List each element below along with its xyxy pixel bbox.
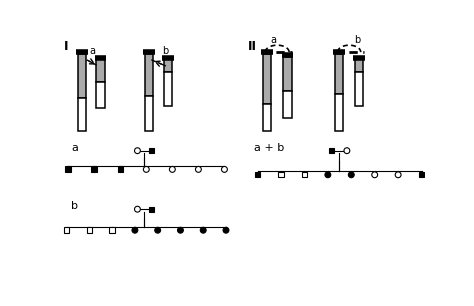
Text: a: a [271,35,277,45]
Circle shape [201,227,206,233]
Bar [96,58,105,82]
Bar [145,54,153,96]
Circle shape [143,166,149,172]
Bar [302,172,307,177]
Bar [109,227,115,233]
Circle shape [178,227,183,233]
Bar [255,172,260,177]
Circle shape [135,148,140,154]
Circle shape [132,227,138,233]
Bar [118,166,123,172]
Bar [64,227,69,233]
Bar [65,166,71,172]
Bar [355,72,364,106]
Text: II: II [248,40,257,53]
Circle shape [155,227,161,233]
Bar [149,148,154,153]
Bar [164,72,173,106]
Circle shape [135,206,140,212]
Circle shape [169,166,175,172]
Circle shape [372,172,378,178]
Bar [263,104,271,131]
Bar [283,57,292,91]
Bar [149,207,154,212]
Bar [164,58,173,72]
Bar [329,148,334,153]
Bar [335,95,343,131]
Bar [91,166,97,172]
Bar [335,54,343,95]
Text: b: b [354,35,360,45]
Circle shape [223,227,229,233]
Bar [78,98,86,131]
Circle shape [221,166,228,172]
Circle shape [195,166,201,172]
Bar [145,96,153,131]
Bar [87,227,92,233]
Bar [283,91,292,118]
Bar [263,54,271,104]
Circle shape [344,148,350,154]
Text: I: I [64,40,68,53]
Bar [419,172,424,177]
Bar [96,82,105,108]
Text: a + b: a + b [255,143,285,153]
Bar [355,58,364,72]
Text: a: a [90,47,96,56]
Circle shape [325,172,331,178]
Circle shape [395,172,401,178]
Text: b: b [162,47,168,56]
Text: b: b [71,201,78,211]
Text: a: a [71,143,78,153]
Bar [78,54,86,98]
Circle shape [348,172,354,178]
Bar [278,172,283,177]
